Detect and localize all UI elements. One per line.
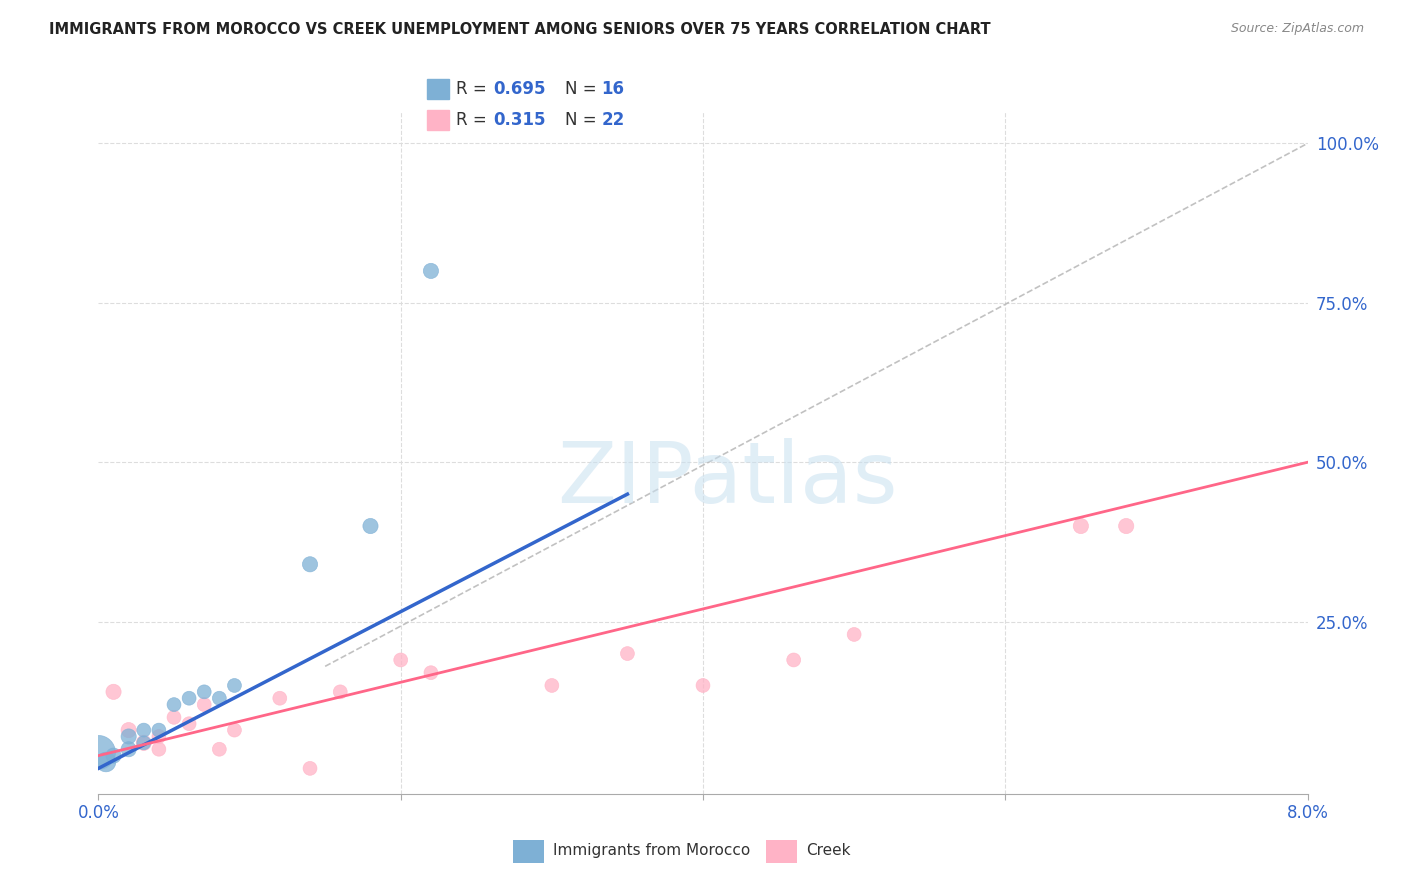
- Text: R =: R =: [456, 112, 492, 129]
- Point: [163, 698, 186, 712]
- Point: [193, 698, 215, 712]
- Point: [118, 723, 141, 738]
- Point: [269, 691, 291, 706]
- Point: [1115, 519, 1137, 533]
- Point: [163, 710, 186, 724]
- Point: [844, 627, 866, 641]
- Bar: [427, 79, 449, 99]
- Text: Immigrants from Morocco: Immigrants from Morocco: [553, 844, 749, 858]
- Point: [179, 691, 201, 706]
- Point: [420, 264, 443, 278]
- Point: [103, 748, 125, 763]
- Text: R =: R =: [456, 80, 492, 98]
- Point: [299, 558, 322, 572]
- Point: [103, 685, 125, 699]
- Point: [132, 736, 155, 750]
- Text: N =: N =: [565, 112, 602, 129]
- Point: [540, 678, 562, 692]
- Text: 0.315: 0.315: [494, 112, 546, 129]
- Text: Creek: Creek: [806, 844, 851, 858]
- Point: [118, 742, 141, 756]
- Text: N =: N =: [565, 80, 602, 98]
- Point: [132, 723, 155, 738]
- Point: [420, 665, 443, 680]
- Point: [692, 678, 714, 692]
- Point: [783, 653, 806, 667]
- Point: [148, 730, 170, 744]
- Point: [1070, 519, 1092, 533]
- Point: [87, 746, 110, 760]
- Point: [193, 685, 215, 699]
- Point: [94, 755, 117, 769]
- Point: [118, 730, 141, 744]
- Point: [179, 716, 201, 731]
- Bar: [427, 111, 449, 130]
- Point: [224, 723, 246, 738]
- Text: 16: 16: [602, 80, 624, 98]
- Point: [208, 691, 231, 706]
- Point: [360, 519, 382, 533]
- Text: Source: ZipAtlas.com: Source: ZipAtlas.com: [1230, 22, 1364, 36]
- Text: 0.695: 0.695: [494, 80, 546, 98]
- Point: [616, 647, 638, 661]
- Point: [299, 761, 322, 775]
- Point: [389, 653, 412, 667]
- Text: ZIPatlas: ZIPatlas: [557, 439, 897, 522]
- Text: 22: 22: [602, 112, 624, 129]
- Point: [224, 678, 246, 692]
- Point: [208, 742, 231, 756]
- Point: [329, 685, 352, 699]
- Point: [148, 742, 170, 756]
- Point: [148, 723, 170, 738]
- Point: [132, 736, 155, 750]
- Text: IMMIGRANTS FROM MOROCCO VS CREEK UNEMPLOYMENT AMONG SENIORS OVER 75 YEARS CORREL: IMMIGRANTS FROM MOROCCO VS CREEK UNEMPLO…: [49, 22, 991, 37]
